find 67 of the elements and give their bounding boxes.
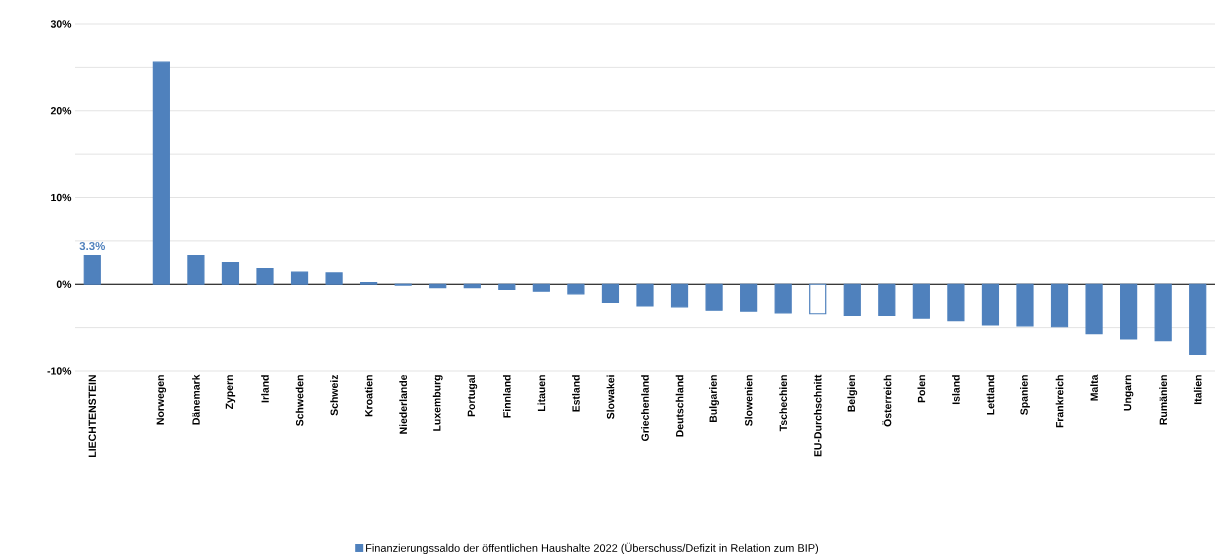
bar bbox=[187, 255, 205, 285]
data-label: 3.3% bbox=[79, 241, 106, 251]
x-tick-label: Norwegen bbox=[156, 375, 167, 425]
bar bbox=[1120, 283, 1138, 340]
x-tick-label: Spanien bbox=[1020, 375, 1030, 415]
bar bbox=[290, 271, 309, 285]
x-tick-label: Italien bbox=[1193, 375, 1202, 405]
bar bbox=[601, 283, 620, 304]
bar bbox=[947, 283, 965, 322]
bar bbox=[740, 283, 758, 312]
bar bbox=[567, 283, 585, 295]
x-tick-label: Niederlande bbox=[399, 374, 408, 434]
x-tick-label: Schweiz bbox=[330, 374, 338, 416]
bar bbox=[1016, 283, 1034, 327]
bar bbox=[843, 283, 861, 317]
x-tick-label: LIECHTENSTEIN bbox=[88, 375, 96, 457]
bar bbox=[221, 261, 240, 285]
x-tick-label: Luxemburg bbox=[432, 375, 443, 431]
x-tick-label: Belgien bbox=[847, 375, 858, 412]
y-tick-label: 30% bbox=[50, 20, 72, 28]
x-tick-label: Malta bbox=[1090, 374, 1098, 401]
x-tick-label: Rumänien bbox=[1159, 375, 1168, 425]
x-tick-label: Bulgarien bbox=[709, 375, 719, 423]
bar bbox=[878, 283, 896, 317]
x-tick-label: Dänemark bbox=[192, 374, 200, 425]
y-tick-label: 10% bbox=[51, 193, 72, 202]
bar bbox=[636, 283, 654, 307]
x-tick-label: EU-Durchschnitt bbox=[813, 374, 822, 457]
x-tick-label: Finnland bbox=[502, 375, 511, 418]
x-tick-label: Frankreich bbox=[1055, 375, 1064, 428]
x-tick-label: Litauen bbox=[537, 375, 546, 412]
bar bbox=[1154, 283, 1172, 342]
x-tick-label: Estland bbox=[572, 375, 580, 412]
x-tick-label: Slowenien bbox=[744, 375, 753, 426]
bar bbox=[912, 283, 930, 319]
bar bbox=[1085, 283, 1103, 335]
x-tick-label: Ungarn bbox=[1123, 375, 1134, 411]
bar bbox=[325, 272, 343, 285]
bar bbox=[532, 283, 550, 292]
x-tick-label: Portugal bbox=[467, 375, 478, 417]
x-tick-label: Lettland bbox=[986, 375, 995, 415]
bar bbox=[83, 255, 101, 285]
bar bbox=[705, 283, 723, 311]
x-tick-label: Polen bbox=[917, 375, 926, 403]
bar bbox=[498, 283, 516, 291]
bar bbox=[1189, 283, 1207, 356]
y-tick-label: 0% bbox=[56, 280, 72, 288]
bar bbox=[152, 61, 170, 285]
x-tick-label: Tschechien bbox=[779, 375, 788, 432]
x-tick-label: Deutschland bbox=[675, 375, 684, 437]
x-tick-label: Island bbox=[952, 375, 960, 405]
bar bbox=[670, 283, 689, 308]
x-tick-label: Kroatien bbox=[364, 375, 373, 417]
x-tick-label: Österreich bbox=[882, 375, 892, 427]
bar bbox=[1050, 283, 1069, 328]
bar bbox=[774, 283, 792, 314]
bar bbox=[809, 283, 827, 315]
y-tick-label: -10% bbox=[47, 367, 72, 375]
bar bbox=[981, 283, 1000, 326]
x-tick-label: Griechenland bbox=[641, 375, 649, 441]
x-tick-label: Schweden bbox=[295, 375, 304, 426]
y-tick-label: 20% bbox=[50, 107, 72, 115]
x-tick-label: Irland bbox=[261, 375, 269, 403]
legend-label: Finanzierungssaldo der öffentlichen Haushalte 2022 (Überschuss/Defizit in Relation zum BIP) bbox=[366, 542, 819, 555]
x-tick-label: Zypern bbox=[225, 375, 236, 410]
bar bbox=[256, 268, 274, 285]
x-tick-label: Slowakei bbox=[606, 375, 615, 419]
